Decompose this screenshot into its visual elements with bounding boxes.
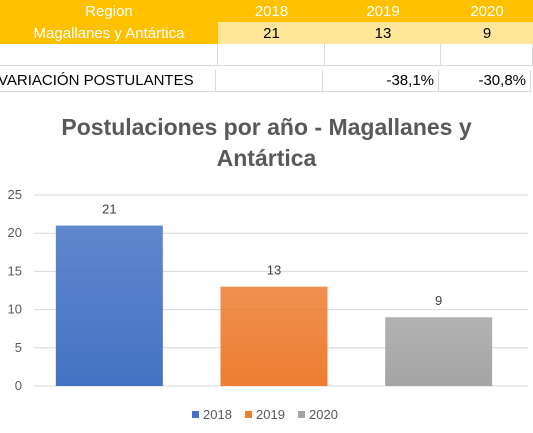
cell-variation-label[interactable]: VARIACIÓN POSTULANTES [0,70,216,92]
y-tick-label: 25 [8,187,22,202]
y-tick-label: 10 [8,302,22,317]
legend-swatch-2020 [298,411,305,418]
data-label-2019: 13 [267,263,281,278]
data-label-2020: 9 [435,293,442,308]
table-header-row: Region 2018 2019 2020 [0,0,533,22]
cell-2018-value[interactable]: 21 [218,22,325,44]
legend-label-2019: 2019 [256,407,285,422]
bar-2018 [55,225,163,386]
bar-2019 [220,286,328,386]
header-region[interactable]: Region [0,0,218,22]
cell-empty[interactable] [325,44,441,66]
bar-2020 [385,317,493,386]
cell-region-name[interactable]: Magallanes y Antártica [0,22,218,44]
cell-empty[interactable] [0,44,218,66]
header-2019[interactable]: 2019 [325,0,441,22]
cell-variation-2019[interactable]: -38,1% [323,70,439,92]
legend-swatch-2019 [245,411,252,418]
data-label-2018: 21 [102,202,116,217]
header-2018[interactable]: 2018 [218,0,325,22]
legend-label-2018: 2018 [203,407,232,422]
legend-label-2020: 2020 [309,407,338,422]
legend-swatch-2018 [192,411,199,418]
y-tick-label: 15 [8,263,22,278]
y-tick-label: 0 [15,378,22,393]
cell-empty[interactable] [218,44,325,66]
y-tick-label: 5 [15,340,22,355]
chart-title-line1: Postulaciones por año - Magallanes y [61,114,472,140]
table-row-region: Magallanes y Antártica 21 13 9 [0,22,533,44]
cell-2019-value[interactable]: 13 [325,22,441,44]
y-tick-label: 20 [8,225,22,240]
table-row-variation: VARIACIÓN POSTULANTES -38,1% -30,8% [0,70,531,92]
cell-variation-2020[interactable]: -30,8% [439,70,531,92]
cell-2020-value[interactable]: 9 [441,22,533,44]
cell-variation-2018[interactable] [216,70,323,92]
header-2020[interactable]: 2020 [441,0,533,22]
chart-title-line2: Antártica [216,145,317,171]
